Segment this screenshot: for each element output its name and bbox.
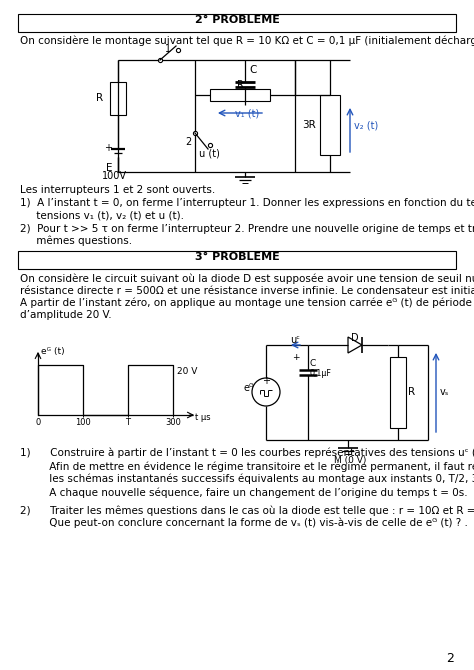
Text: 2: 2 bbox=[446, 652, 454, 665]
Text: R: R bbox=[96, 93, 103, 103]
Text: On considère le circuit suivant où la diode D est supposée avoir une tension de : On considère le circuit suivant où la di… bbox=[20, 274, 474, 285]
Text: 1: 1 bbox=[165, 44, 171, 54]
Text: On considère le montage suivant tel que R = 10 KΩ et C = 0,1 μF (initialement dé: On considère le montage suivant tel que … bbox=[20, 36, 474, 46]
Text: 20 V: 20 V bbox=[177, 367, 197, 376]
Text: Afin de mettre en évidence le régime transitoire et le régime permanent, il faut: Afin de mettre en évidence le régime tra… bbox=[20, 461, 474, 472]
Text: 300: 300 bbox=[165, 418, 181, 427]
Text: E: E bbox=[106, 163, 112, 173]
Text: C: C bbox=[249, 65, 256, 75]
Text: mêmes questions.: mêmes questions. bbox=[20, 236, 132, 247]
Text: +: + bbox=[104, 143, 112, 153]
Text: 2: 2 bbox=[185, 137, 191, 147]
Text: Que peut-on conclure concernant la forme de vₛ (t) vis-à-vis de celle de eᴳ (t) : Que peut-on conclure concernant la forme… bbox=[20, 518, 468, 529]
Text: 2° PROBLEME: 2° PROBLEME bbox=[194, 15, 280, 25]
Text: M (0 V): M (0 V) bbox=[334, 456, 366, 465]
Text: t μs: t μs bbox=[195, 413, 210, 422]
Text: 2)      Traiter les mêmes questions dans le cas où la diode est telle que : r = : 2) Traiter les mêmes questions dans le c… bbox=[20, 505, 474, 515]
Text: A chaque nouvelle séquence, faire un changement de l’origine du temps t = 0s.: A chaque nouvelle séquence, faire un cha… bbox=[20, 487, 468, 498]
Text: 0,1μF: 0,1μF bbox=[310, 369, 332, 378]
Text: +: + bbox=[292, 353, 300, 362]
Text: vₛ: vₛ bbox=[440, 387, 449, 397]
Text: 100V: 100V bbox=[102, 171, 127, 181]
Text: 100: 100 bbox=[75, 418, 91, 427]
Bar bbox=[18, 14, 456, 32]
Text: 1)      Construire à partir de l’instant t = 0 les courbes représentatives des t: 1) Construire à partir de l’instant t = … bbox=[20, 448, 474, 458]
Text: T: T bbox=[126, 418, 130, 427]
Text: 1)  A l’instant t = 0, on ferme l’interrupteur 1. Donner les expressions en fonc: 1) A l’instant t = 0, on ferme l’interru… bbox=[20, 198, 474, 208]
Bar bbox=[210, 89, 270, 101]
Text: R: R bbox=[237, 80, 244, 90]
Text: les schémas instantanés successifs équivalents au montage aux instants 0, T/2, 3: les schémas instantanés successifs équiv… bbox=[20, 474, 474, 484]
Text: +: + bbox=[262, 376, 270, 386]
Text: A partir de l’instant zéro, on applique au montage une tension carrée eᴳ (t) de : A partir de l’instant zéro, on applique … bbox=[20, 298, 474, 308]
Text: u (t): u (t) bbox=[199, 149, 220, 159]
Text: D: D bbox=[351, 333, 359, 343]
Text: résistance directe r = 500Ω et une résistance inverse infinie. Le condensateur e: résistance directe r = 500Ω et une résis… bbox=[20, 286, 474, 297]
Text: d’amplitude 20 V.: d’amplitude 20 V. bbox=[20, 310, 111, 320]
Text: R: R bbox=[408, 387, 415, 397]
Text: 2)  Pour t >> 5 τ on ferme l’interrupteur 2. Prendre une nouvelle origine de tem: 2) Pour t >> 5 τ on ferme l’interrupteur… bbox=[20, 224, 474, 234]
Text: tensions v₁ (t), v₂ (t) et u (t).: tensions v₁ (t), v₂ (t) et u (t). bbox=[20, 210, 184, 220]
Text: C: C bbox=[310, 359, 316, 368]
Text: uᶜ: uᶜ bbox=[290, 335, 300, 345]
Text: 3R: 3R bbox=[302, 120, 316, 130]
Text: Les interrupteurs 1 et 2 sont ouverts.: Les interrupteurs 1 et 2 sont ouverts. bbox=[20, 185, 215, 195]
Bar bbox=[390, 357, 406, 428]
Text: 3° PROBLEME: 3° PROBLEME bbox=[195, 252, 279, 262]
Bar bbox=[18, 251, 456, 269]
Text: eᴳ (t): eᴳ (t) bbox=[41, 347, 64, 356]
Text: v₂ (t): v₂ (t) bbox=[354, 120, 378, 130]
Text: v₁ (t): v₁ (t) bbox=[235, 109, 259, 119]
Bar bbox=[110, 82, 126, 115]
Text: eᴳ: eᴳ bbox=[244, 383, 255, 393]
Text: 0: 0 bbox=[36, 418, 41, 427]
Bar bbox=[320, 95, 340, 155]
